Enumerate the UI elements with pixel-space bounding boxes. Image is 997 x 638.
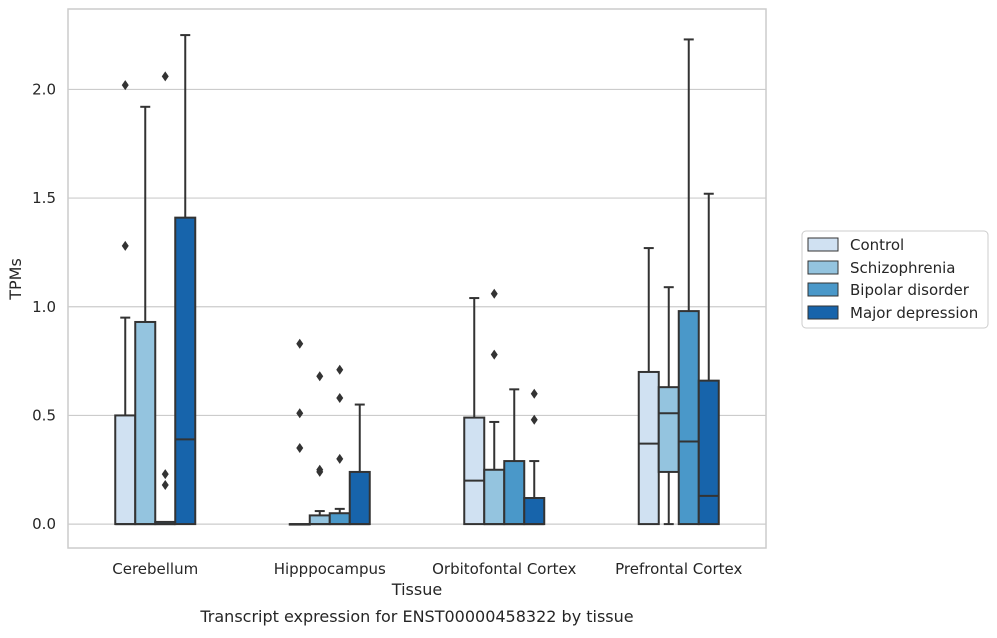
box-body: [134, 320, 157, 526]
box-major-depression-orbitofontal-cortex: [523, 388, 546, 526]
legend-swatch-bipolar-disorder: [807, 282, 839, 297]
box-body: [463, 416, 486, 526]
plot-frame: [67, 8, 767, 549]
y-tick-label: 1.0: [32, 298, 56, 316]
x-tick-label: Cerebellum: [112, 560, 198, 578]
tick-layer: 0.0 0.5 1.0 1.5 2.0 Cerebellum Hipppocampus Orb…: [32, 80, 742, 578]
outlier-point: [336, 364, 344, 375]
box-schizophrenia-hipppocampus: [308, 371, 331, 526]
x-tick-label: Prefrontal Cortex: [615, 560, 742, 578]
outlier-point: [336, 393, 344, 404]
box-major-depression-cerebellum: [174, 34, 197, 526]
box-body: [523, 497, 546, 526]
x-tick-label: Hipppocampus: [274, 560, 386, 578]
box-control-hipppocampus: [288, 338, 311, 526]
outlier-point: [316, 371, 324, 382]
y-tick-label: 0.0: [32, 515, 56, 533]
box-control-cerebellum: [114, 80, 137, 526]
outlier-point: [316, 464, 324, 475]
box-body: [503, 460, 526, 526]
box-body: [637, 370, 660, 526]
box-bipolar-disorder-orbitofontal-cortex: [503, 388, 526, 526]
box-schizophrenia-cerebellum: [134, 105, 157, 526]
legend: Control Schizophrenia Bipolar disorder M…: [801, 230, 989, 329]
box-body: [328, 512, 351, 526]
outlier-point: [296, 408, 304, 419]
box-body: [348, 470, 371, 526]
legend-label-bipolar-disorder: Bipolar disorder: [850, 281, 970, 299]
outlier-point: [161, 71, 169, 82]
box-body: [174, 216, 197, 526]
legend-label-major-depression: Major depression: [850, 304, 978, 322]
legend-frame: [801, 230, 989, 329]
box-body: [114, 414, 137, 526]
box-body: [483, 468, 506, 526]
box-body: [697, 379, 720, 526]
x-tick-label: Orbitofontal Cortex: [432, 560, 576, 578]
outlier-point: [530, 414, 538, 425]
box-control-orbitofontal-cortex: [463, 297, 486, 526]
box-body: [677, 310, 700, 526]
box-schizophrenia-orbitofontal-cortex: [483, 288, 506, 526]
outlier-point: [490, 288, 498, 299]
box-control-prefrontal-cortex: [637, 247, 660, 526]
outlier-point: [530, 388, 538, 399]
box-bipolar-disorder-hipppocampus: [328, 364, 351, 526]
box-body: [308, 514, 331, 526]
outlier-point: [121, 80, 129, 91]
box-layer: [114, 34, 720, 526]
box-major-depression-prefrontal-cortex: [697, 192, 720, 526]
legend-label-schizophrenia: Schizophrenia: [850, 259, 955, 277]
legend-swatch-major-depression: [807, 305, 839, 320]
chart-caption: Transcript expression for ENST0000045832…: [199, 607, 633, 626]
box-body: [657, 386, 680, 473]
outlier-point: [336, 453, 344, 464]
y-tick-label: 0.5: [32, 406, 56, 424]
outlier-point: [296, 443, 304, 454]
legend-label-control: Control: [850, 236, 904, 254]
y-tick-label: 2.0: [32, 80, 56, 98]
box-major-depression-hipppocampus: [348, 403, 371, 526]
outlier-point: [490, 349, 498, 360]
y-axis-label: TPMs: [6, 258, 25, 301]
legend-swatch-schizophrenia: [807, 260, 839, 275]
box-schizophrenia-prefrontal-cortex: [657, 286, 680, 526]
outlier-point: [121, 240, 129, 251]
box-bipolar-disorder-cerebellum: [154, 71, 177, 526]
legend-swatch-control: [807, 237, 839, 252]
outlier-point: [161, 469, 169, 480]
x-axis-label: Tissue: [391, 580, 442, 599]
outlier-point: [161, 479, 169, 490]
box-bipolar-disorder-prefrontal-cortex: [677, 38, 700, 526]
outlier-point: [296, 338, 304, 349]
y-tick-label: 1.5: [32, 189, 56, 207]
